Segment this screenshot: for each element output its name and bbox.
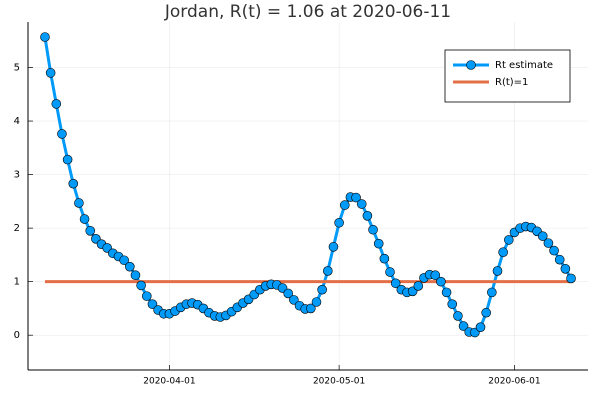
point — [560, 264, 571, 274]
point — [475, 322, 486, 332]
point — [492, 266, 503, 276]
point — [379, 253, 390, 264]
point — [141, 291, 152, 301]
point — [373, 238, 384, 249]
y-tick-label: 3 — [14, 170, 20, 181]
point — [289, 295, 299, 305]
point — [368, 224, 378, 235]
point — [40, 32, 50, 42]
point — [566, 273, 576, 284]
point — [385, 267, 395, 277]
point — [45, 68, 56, 78]
point — [413, 281, 424, 291]
point — [306, 303, 316, 314]
chart-title: Jordan, R(t) = 1.06 at 2020-06-11 — [164, 2, 451, 22]
point — [537, 231, 548, 241]
point — [549, 245, 559, 256]
point — [554, 254, 565, 265]
y-tick-label: 5 — [14, 63, 20, 74]
point — [147, 299, 158, 309]
point — [339, 200, 350, 210]
point — [487, 287, 497, 298]
point — [283, 288, 294, 299]
legend-marker — [466, 60, 476, 70]
point — [504, 235, 514, 245]
point — [458, 321, 469, 331]
point — [79, 214, 90, 224]
point — [351, 192, 361, 203]
y-tick-label: 0 — [14, 330, 20, 341]
point — [322, 266, 333, 276]
point — [57, 129, 67, 139]
point — [436, 276, 446, 287]
point — [498, 247, 508, 258]
point — [441, 287, 452, 298]
x-tick-label: 2020-04-01 — [143, 377, 195, 387]
point — [334, 217, 344, 228]
x-tick-label: 2020-06-01 — [488, 377, 540, 387]
point — [328, 242, 339, 252]
point — [390, 278, 401, 289]
point — [119, 255, 129, 266]
point — [453, 311, 463, 321]
point — [136, 280, 146, 291]
legend-label: R(t)=1 — [495, 77, 528, 88]
point — [481, 307, 491, 318]
point — [362, 211, 373, 221]
point — [51, 99, 62, 109]
x-tick-label: 2020-05-01 — [313, 377, 365, 387]
y-tick-label: 2 — [14, 223, 20, 234]
point — [543, 238, 554, 248]
y-tick-label: 1 — [14, 277, 20, 288]
point — [68, 178, 79, 189]
point — [62, 154, 73, 165]
point — [74, 198, 84, 208]
point — [311, 297, 322, 307]
legend-label: Rt estimate — [495, 60, 553, 71]
y-tick-label: 4 — [14, 116, 20, 127]
legend-box — [444, 49, 571, 103]
point — [430, 270, 441, 281]
point — [317, 284, 327, 295]
point — [125, 261, 135, 272]
point — [130, 270, 141, 281]
point — [447, 299, 458, 309]
point — [356, 199, 367, 209]
point — [85, 226, 96, 236]
